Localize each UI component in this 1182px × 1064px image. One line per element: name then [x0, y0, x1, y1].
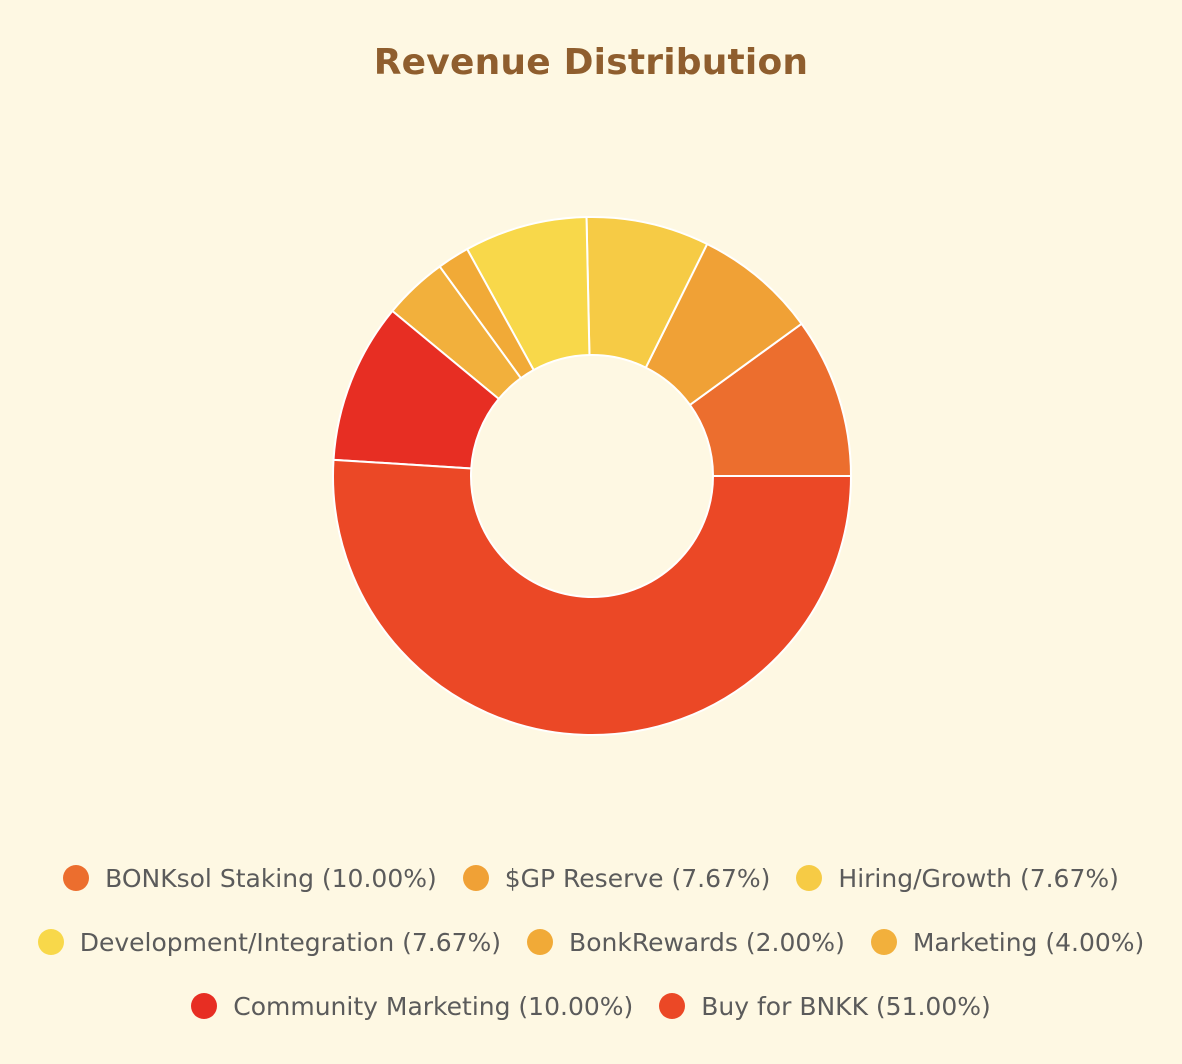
legend-item-development-integration[interactable]: Development/Integration (7.67%) [37, 927, 502, 957]
legend-label: Buy for BNKK (51.00%) [701, 991, 991, 1021]
legend-label: $GP Reserve (7.67%) [504, 863, 771, 893]
legend-swatch [462, 865, 489, 891]
legend-row: Development/Integration (7.67%) BonkRewa… [0, 917, 1182, 967]
legend-swatch [63, 865, 90, 891]
legend-item-bonksol-staking[interactable]: BONKsol Staking (10.00%) [63, 864, 437, 893]
donut-slice-buy-for-bnkk[interactable] [332, 458, 853, 736]
legend-item-marketing[interactable]: Marketing (4.00%) [870, 927, 1145, 957]
legend-swatch [659, 993, 686, 1019]
legend-swatch [870, 929, 897, 955]
legend-label: BONKsol Staking (10.00%) [105, 863, 437, 893]
legend-item-community-marketing[interactable]: Community Marketing (10.00%) [191, 992, 633, 1021]
legend-swatch [527, 929, 554, 955]
legend-swatch [37, 929, 64, 955]
legend-swatch [796, 865, 823, 891]
legend-item-gp-reserve[interactable]: $GP Reserve (7.67%) [462, 863, 771, 893]
legend-label: Marketing (4.00%) [912, 927, 1145, 957]
legend-item-buy-for-bnkk[interactable]: Buy for BNKK (51.00%) [659, 991, 991, 1021]
legend-item-hiring-growth[interactable]: Hiring/Growth (7.67%) [796, 863, 1119, 893]
chart-legend: BONKsol Staking (10.00%) $GP Reserve (7.… [0, 853, 1182, 1045]
legend-row: Community Marketing (10.00%) Buy for BNK… [0, 981, 1182, 1031]
legend-label: Hiring/Growth (7.67%) [838, 863, 1119, 893]
donut-slices [332, 216, 853, 736]
legend-label: BonkRewards (2.00%) [569, 927, 845, 957]
legend-item-bonkrewards[interactable]: BonkRewards (2.00%) [527, 928, 845, 957]
chart-title: Revenue Distribution [373, 42, 809, 83]
legend-row: BONKsol Staking (10.00%) $GP Reserve (7.… [0, 853, 1182, 903]
legend-label: Community Marketing (10.00%) [233, 991, 634, 1021]
legend-label: Development/Integration (7.67%) [79, 927, 502, 957]
legend-swatch [191, 993, 218, 1019]
